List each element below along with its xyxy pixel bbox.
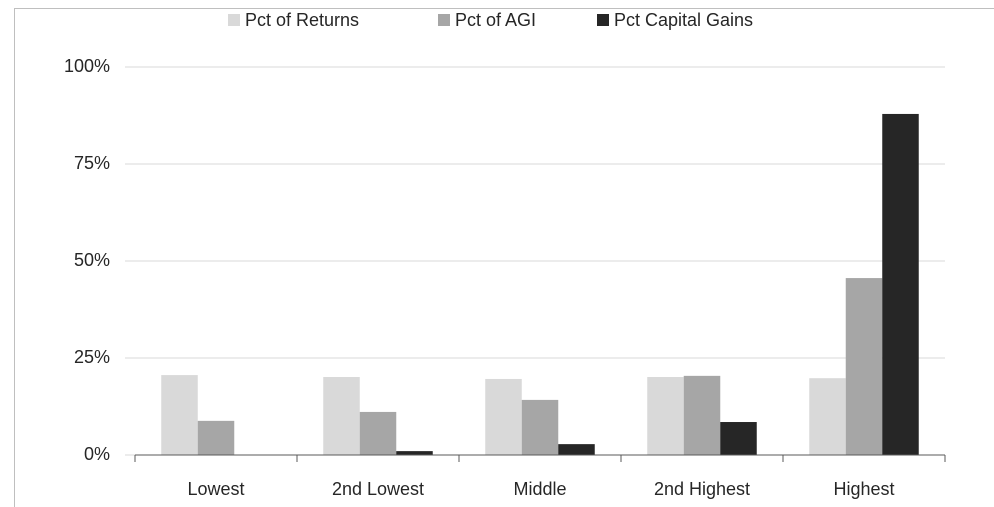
bar (882, 113, 919, 455)
bar (845, 278, 883, 455)
bar (720, 422, 757, 455)
x-tick-label: Highest (833, 479, 894, 499)
legend-label: Pct of AGI (455, 10, 536, 30)
bar (521, 399, 559, 455)
bar (485, 378, 522, 455)
legend-swatch (228, 14, 240, 26)
x-tick-label: Lowest (187, 479, 244, 499)
y-tick-label: 100% (64, 56, 110, 76)
legend-swatch (597, 14, 609, 26)
legend-label: Pct of Returns (245, 10, 359, 30)
legend-label: Pct Capital Gains (614, 10, 753, 30)
bar (396, 451, 433, 455)
bar (683, 375, 721, 455)
y-tick-label: 0% (84, 444, 110, 464)
bar (161, 375, 198, 455)
bar (323, 377, 360, 455)
chart-frame (14, 8, 994, 507)
x-tick-label: 2nd Highest (654, 479, 750, 499)
bar (647, 377, 684, 455)
bar (359, 411, 397, 455)
bar (558, 444, 595, 455)
bar (809, 378, 846, 455)
y-tick-label: 50% (74, 250, 110, 270)
legend-swatch (438, 14, 450, 26)
x-tick-label: 2nd Lowest (332, 479, 424, 499)
y-tick-label: 75% (74, 153, 110, 173)
x-tick-label: Middle (513, 479, 566, 499)
bar (197, 420, 235, 455)
y-tick-label: 25% (74, 347, 110, 367)
